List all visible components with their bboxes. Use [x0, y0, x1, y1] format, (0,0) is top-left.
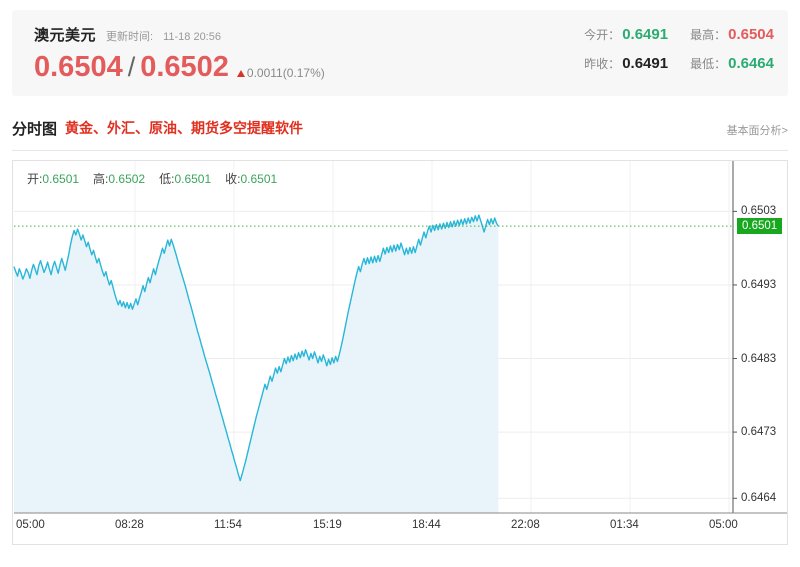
section-divider [12, 150, 788, 151]
update-time-label: 更新时间: [106, 31, 154, 43]
stat-open-value: 0.6491 [622, 26, 669, 43]
page-title: 分时图 [12, 121, 58, 138]
ohlc-open-label: 开: [27, 172, 43, 186]
stat-high: 最高 ： 0.6504 [690, 26, 774, 43]
promo-link[interactable]: 黄金、外汇、原油、期货多空提醒软件 [65, 120, 304, 136]
ohlc-low: 低:0.6501 [159, 170, 211, 187]
stat-high-value: 0.6504 [728, 26, 774, 43]
ohlc-open-value: 0.6501 [42, 172, 80, 186]
stat-prev-close-value: 0.6491 [622, 55, 669, 72]
fundamental-analysis-link[interactable]: 基本面分析> [726, 125, 788, 137]
stat-low-value: 0.6464 [728, 55, 774, 72]
y-axis-tick: 0.6503 [741, 205, 777, 218]
stat-low-colon: ： [714, 57, 727, 71]
ohlc-close-value: 0.6501 [240, 172, 278, 186]
stat-prev-close: 昨收 ： 0.6491 [584, 55, 668, 72]
stat-open-label: 今开 [584, 28, 609, 42]
chart-section-header: 分时图 黄金、外汇、原油、期货多空提醒软件 基本面分析> [12, 118, 788, 148]
x-axis-tick: 22:08 [511, 519, 540, 531]
price-separator: / [127, 52, 136, 82]
y-axis: 0.6503 0.6493 0.6483 0.6473 0.6464 0.6501 [735, 161, 787, 544]
stat-low: 最低 ： 0.6464 [690, 55, 774, 72]
x-axis-tick: 11:54 [214, 519, 242, 531]
x-axis-tick: 05:00 [16, 519, 45, 531]
ohlc-high: 高:0.6502 [93, 170, 145, 187]
price-change: 0.0011(0.17%) [236, 65, 325, 80]
ohlc-legend: 开:0.6501 高:0.6502 低:0.6501 收:0.6501 [27, 170, 277, 187]
stat-open-colon: ： [608, 28, 621, 42]
intraday-chart-panel[interactable]: 开:0.6501 高:0.6502 低:0.6501 收:0.6501 0.65… [12, 160, 788, 545]
instrument-name: 澳元美元 [34, 27, 97, 44]
update-time-value: 11-18 20:56 [163, 31, 221, 43]
x-axis-tick: 15:19 [313, 519, 342, 531]
ohlc-low-label: 低: [159, 172, 175, 186]
ohlc-open: 开:0.6501 [27, 170, 79, 187]
ohlc-high-label: 高: [93, 172, 109, 186]
stat-prev-close-colon: ： [608, 57, 621, 71]
price-row: 0.6504 / 0.6502 0.0011(0.17%) [34, 50, 325, 84]
price-change-value: 0.0011(0.17%) [246, 65, 325, 80]
stat-low-label: 最低 [690, 57, 715, 71]
up-arrow-icon [236, 70, 245, 77]
ohlc-close-label: 收: [225, 172, 241, 186]
x-axis-tick: 01:34 [610, 519, 639, 531]
quote-card: 澳元美元 更新时间: 11-18 20:56 0.6504 / 0.6502 0… [12, 10, 788, 96]
quote-summary: 澳元美元 更新时间: 11-18 20:56 0.6504 / 0.6502 0… [34, 24, 325, 84]
x-axis-tick: 05:00 [709, 519, 738, 531]
ohlc-high-value: 0.6502 [108, 172, 146, 186]
stat-high-colon: ： [714, 28, 727, 42]
y-axis-tick: 0.6473 [741, 426, 777, 439]
x-axis-tick: 18:44 [412, 519, 441, 531]
quote-stats: 今开 ： 0.6491 最高 ： 0.6504 昨收 ： 0.6491 最低 ：… [584, 26, 774, 72]
y-axis-tick: 0.6483 [741, 352, 777, 365]
y-axis-tick: 0.6493 [741, 278, 777, 291]
ohlc-low-value: 0.6501 [174, 172, 212, 186]
current-price-badge: 0.6501 [737, 218, 783, 235]
instrument-row: 澳元美元 更新时间: 11-18 20:56 [34, 24, 325, 44]
x-axis-tick: 08:28 [115, 519, 144, 531]
ohlc-close: 收:0.6501 [225, 170, 277, 187]
price-plot[interactable] [13, 161, 787, 544]
ask-price: 0.6502 [140, 51, 229, 83]
y-axis-tick: 0.6464 [741, 492, 777, 505]
stat-high-label: 最高 [690, 28, 715, 42]
stat-open: 今开 ： 0.6491 [584, 26, 668, 43]
x-axis: 05:00 08:28 11:54 15:19 18:44 22:08 01:34 05:00 [13, 513, 787, 541]
bid-price: 0.6504 [34, 51, 123, 83]
stat-prev-close-label: 昨收 [584, 57, 609, 71]
